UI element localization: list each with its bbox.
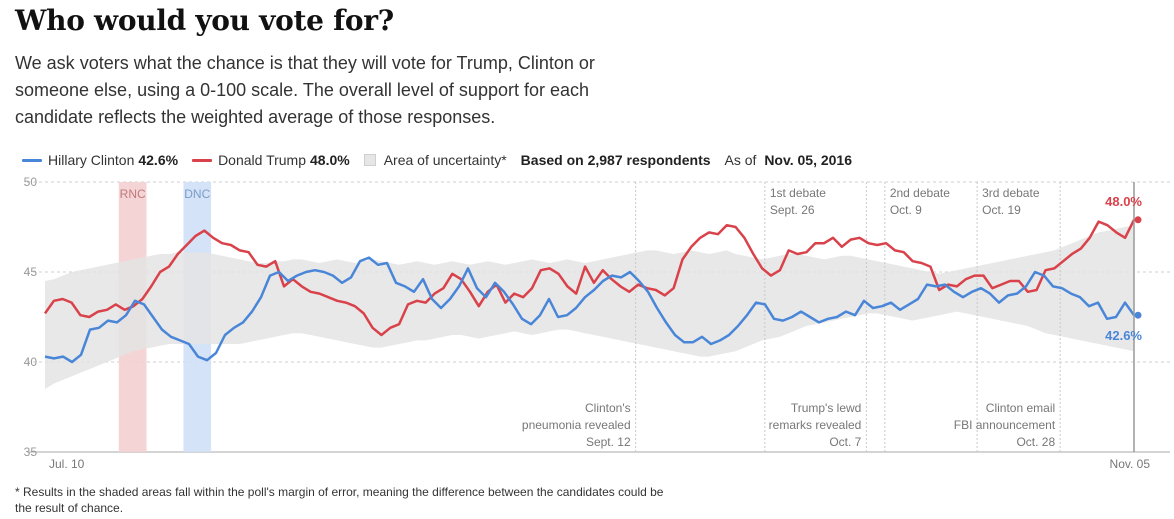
x-tick-label-start: Jul. 10	[49, 457, 85, 471]
legend-item-uncertainty: Area of uncertainty*	[363, 152, 507, 168]
series-line-clinton	[44, 256, 1136, 364]
annotation-text: Clinton's	[585, 401, 631, 415]
respondents-count: Based on 2,987 respondents	[520, 152, 711, 168]
as-of-date: Nov. 05, 2016	[764, 152, 852, 168]
annotation-text: Oct. 19	[982, 203, 1021, 217]
trump-line-swatch	[192, 158, 213, 162]
y-tick-label: 50	[24, 175, 38, 189]
clinton-line-swatch	[22, 158, 42, 162]
event-label-rnc: RNC	[120, 187, 146, 201]
annotation-text: 3rd debate	[982, 186, 1040, 200]
endpoint-dot-clinton	[1134, 311, 1142, 319]
event-label-dnc: DNC	[184, 187, 210, 201]
series-line-trump	[43, 219, 1136, 337]
page-title: Who would you vote for?	[15, 4, 394, 37]
legend-item-trump: Donald Trump 48.0%	[192, 152, 350, 168]
annotation-text: Clinton email	[986, 401, 1055, 415]
as-of: As of Nov. 05, 2016	[725, 152, 852, 168]
y-tick-label: 45	[24, 265, 38, 279]
uncertainty-swatch	[363, 154, 376, 166]
legend-item-clinton: Hillary Clinton 42.6%	[22, 152, 178, 168]
legend-clinton-label: Hillary Clinton	[48, 152, 135, 168]
annotation-text: Sept. 26	[770, 203, 815, 217]
poll-line-chart: 35 40 45 50 RNC DNC Clinton's pneumonia reveale…	[24, 175, 1170, 471]
annotation-text: Sept. 12	[586, 435, 631, 449]
y-tick-label: 40	[24, 355, 38, 369]
annotation-text: pneumonia revealed	[522, 418, 631, 432]
legend-clinton-value: 42.6%	[138, 152, 179, 168]
footnote: * Results in the shaded areas fall withi…	[15, 485, 664, 515]
annotation-text: Trump's lewd	[791, 401, 862, 415]
y-tick-label: 35	[24, 445, 38, 459]
annotation-text: FBI announcement	[954, 418, 1056, 432]
annotation-text: 1st debate	[770, 186, 826, 200]
as-of-label: As of	[724, 152, 757, 168]
annotation-text: Oct. 7	[829, 435, 861, 449]
endpoint-dot-trump	[1134, 216, 1142, 224]
annotation-text: Oct. 9	[890, 203, 922, 217]
legend-trump-label: Donald Trump	[218, 152, 306, 168]
x-tick-label-end: Nov. 05	[1110, 457, 1151, 471]
page-subtitle: We ask voters what the chance is that th…	[15, 53, 595, 127]
uncertainty-band	[45, 225, 1134, 389]
legend-uncertainty-label: Area of uncertainty*	[383, 152, 507, 168]
legend-trump-value: 48.0%	[310, 152, 350, 168]
annotation-text: Oct. 28	[1016, 435, 1055, 449]
end-label-clinton: 42.6%	[1105, 328, 1142, 343]
end-label-trump: 48.0%	[1105, 194, 1142, 209]
annotation-text: remarks revealed	[769, 418, 862, 432]
annotation-text: 2nd debate	[890, 186, 950, 200]
chart-legend: Hillary Clinton 42.6% Donald Trump 48.0%…	[22, 152, 852, 168]
